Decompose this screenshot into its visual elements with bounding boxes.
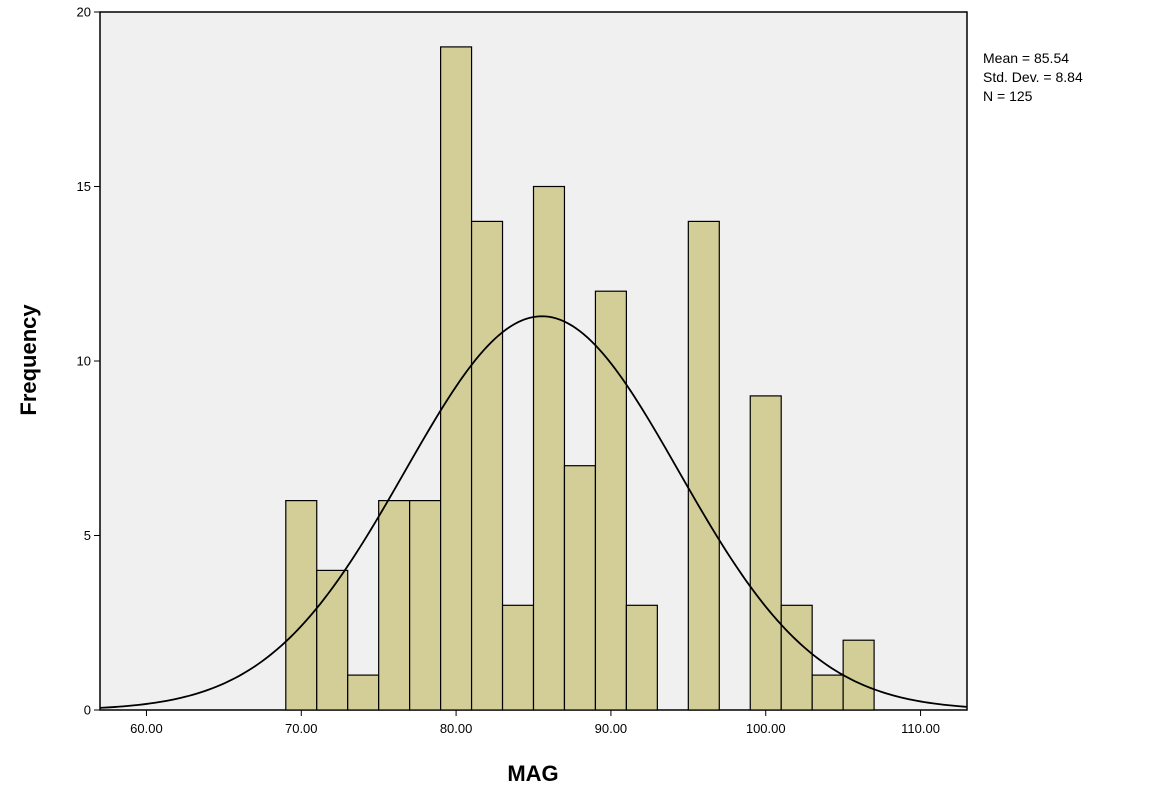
y-tick-label: 5: [84, 528, 91, 543]
histogram-bar: [378, 500, 411, 711]
histogram-bar: [563, 465, 597, 711]
histogram-bar: [409, 500, 442, 711]
y-tick-label: 0: [84, 703, 91, 718]
histogram-bar: [811, 674, 844, 711]
x-tick-label: 60.00: [130, 721, 163, 736]
x-tick-label: 80.00: [440, 721, 473, 736]
x-axis: 60.00 70.00 80.00 90.00 100.00 110.00: [130, 710, 940, 736]
histogram-bar: [316, 569, 349, 711]
x-tick-label: 90.00: [595, 721, 628, 736]
x-tick-label: 70.00: [285, 721, 318, 736]
histogram-bar: [594, 290, 627, 711]
x-tick-label: 100.00: [746, 721, 786, 736]
histogram-bar: [749, 395, 782, 711]
histogram-bar: [625, 604, 658, 711]
stats-box: Mean = 85.54 Std. Dev. = 8.84 N = 125: [983, 50, 1083, 104]
y-tick-label: 20: [77, 5, 91, 20]
histogram-bar: [347, 674, 380, 711]
y-axis: 0 5 10 15 20: [77, 5, 100, 718]
histogram-bar: [285, 500, 318, 711]
stats-n: N = 125: [983, 88, 1033, 104]
histogram-bar: [440, 46, 473, 711]
histogram-bar: [687, 220, 720, 711]
stats-mean: Mean = 85.54: [983, 50, 1069, 66]
y-tick-label: 15: [77, 179, 91, 194]
histogram-bar: [470, 220, 504, 711]
bar-group: [285, 46, 875, 711]
x-axis-title: MAG: [507, 761, 558, 786]
histogram-bar: [501, 604, 535, 711]
x-tick-label: 110.00: [901, 721, 940, 736]
histogram-bar: [532, 185, 566, 711]
histogram-bar: [780, 604, 813, 711]
y-tick-label: 10: [77, 354, 91, 369]
histogram-bar: [842, 639, 875, 711]
y-axis-title: Frequency: [16, 304, 41, 416]
stats-std-dev: Std. Dev. = 8.84: [983, 69, 1083, 85]
normal-curve: [99, 315, 968, 709]
